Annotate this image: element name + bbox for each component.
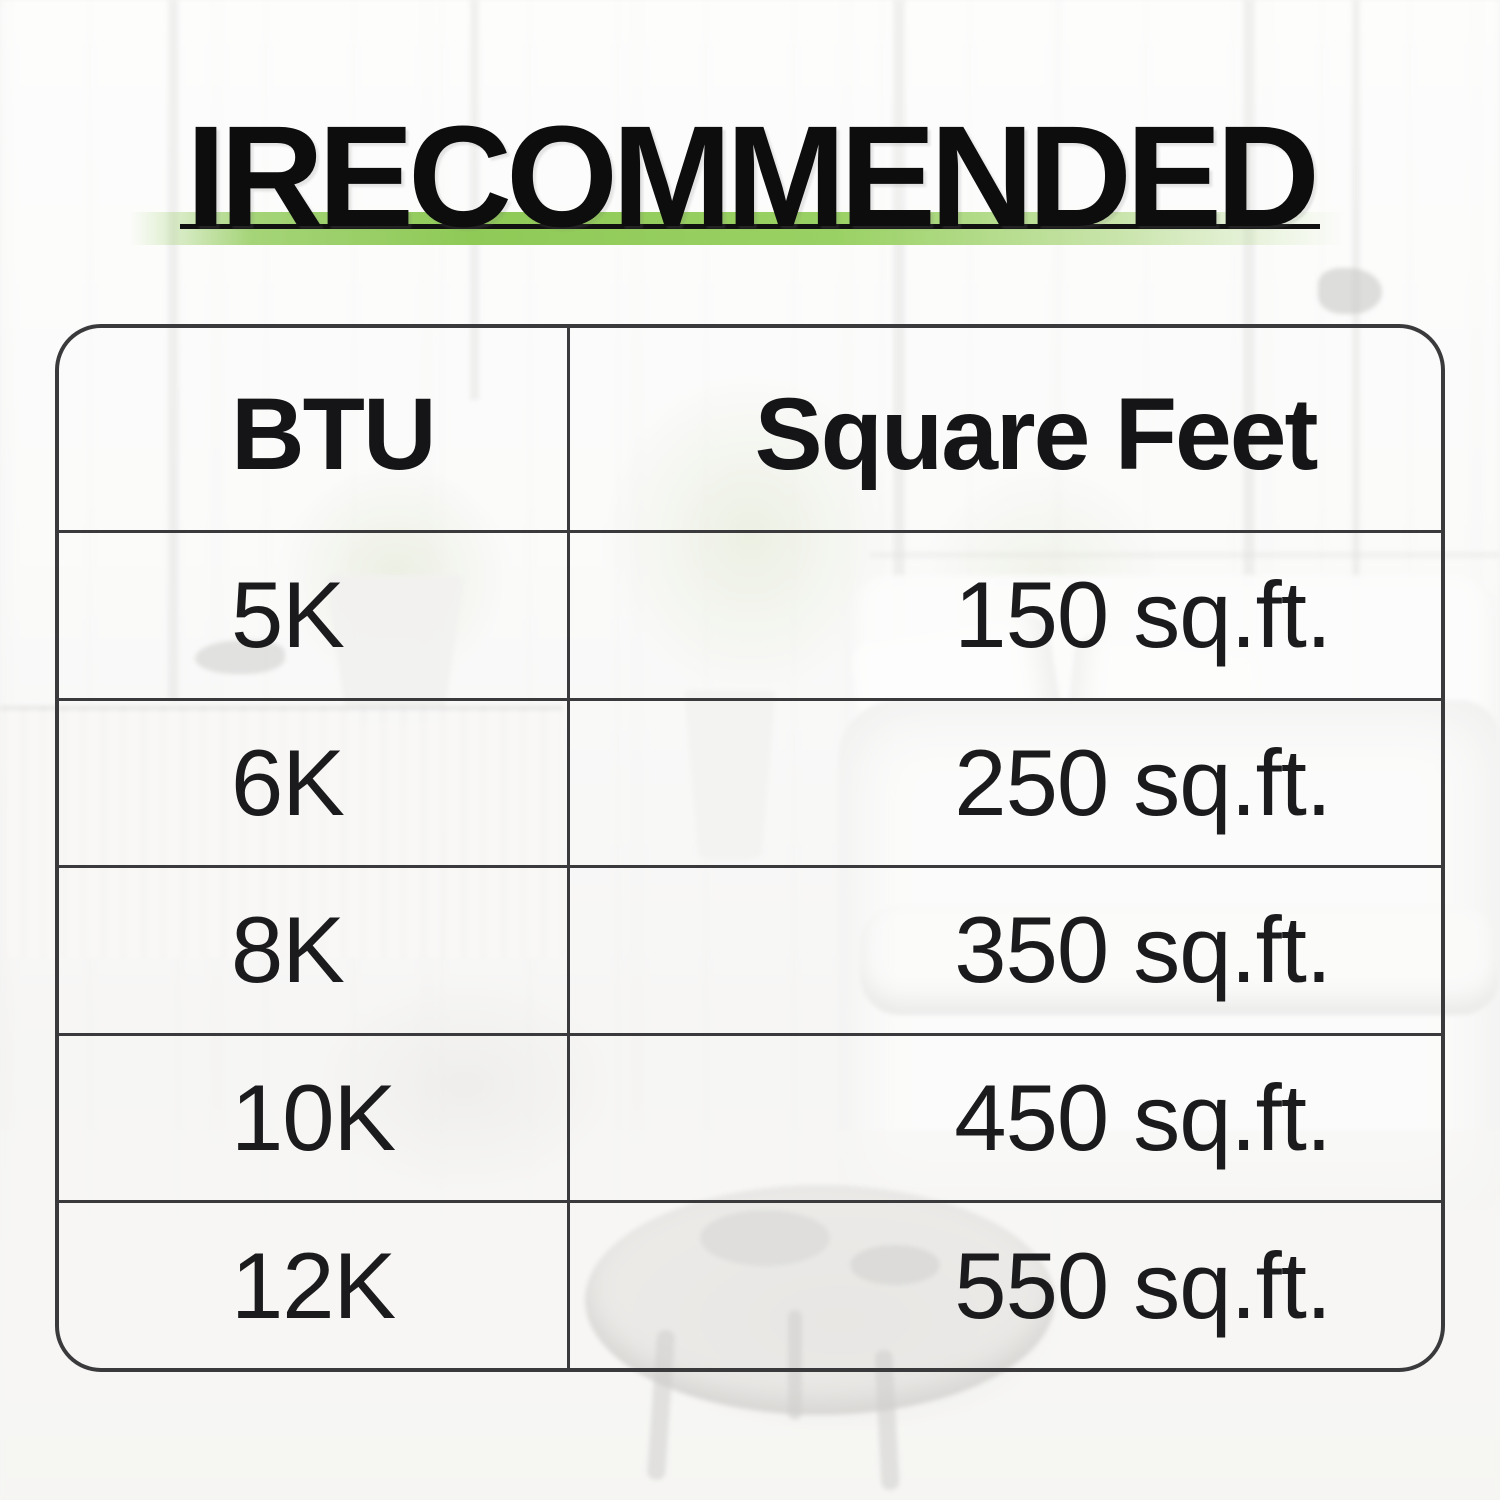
table-cell-btu: 5K bbox=[59, 530, 567, 698]
table-cell-sqft: 450 sq.ft. bbox=[567, 1032, 1441, 1201]
table-dish bbox=[700, 1210, 830, 1266]
table-cell-sqft: 150 sq.ft. bbox=[567, 530, 1441, 698]
table-cell-btu: 10K bbox=[59, 1032, 567, 1201]
table-dish bbox=[850, 1245, 940, 1285]
sofa-seat bbox=[860, 905, 1500, 1015]
table-cell-btu: 12K bbox=[59, 1200, 567, 1368]
vase-center bbox=[684, 690, 776, 860]
table-cell-sqft: 350 sq.ft. bbox=[567, 865, 1441, 1033]
window-frame bbox=[1352, 0, 1360, 720]
blanket bbox=[275, 945, 655, 1225]
decor-object bbox=[1318, 268, 1382, 314]
sideboard bbox=[0, 706, 562, 958]
window-sill bbox=[870, 552, 1500, 558]
title-underline bbox=[180, 224, 1320, 229]
column-header-square-feet: Square Feet bbox=[567, 328, 1441, 530]
table-cell-sqft: 250 sq.ft. bbox=[567, 697, 1441, 866]
window-frame bbox=[470, 0, 479, 400]
table-cell-btu: 8K bbox=[59, 865, 567, 1033]
table-cell-btu: 6K bbox=[59, 697, 567, 866]
window-frame bbox=[168, 0, 178, 700]
page-title: IRECOMMENDED bbox=[185, 96, 1320, 257]
table-leg bbox=[788, 1310, 802, 1420]
decor-figurine bbox=[195, 640, 285, 674]
btu-recommendation-table: BTU Square Feet 5K 150 sq.ft. 6K 250 sq.… bbox=[55, 324, 1445, 1372]
column-header-btu: BTU bbox=[231, 376, 437, 491]
table-cell-sqft: 550 sq.ft. bbox=[567, 1200, 1441, 1368]
